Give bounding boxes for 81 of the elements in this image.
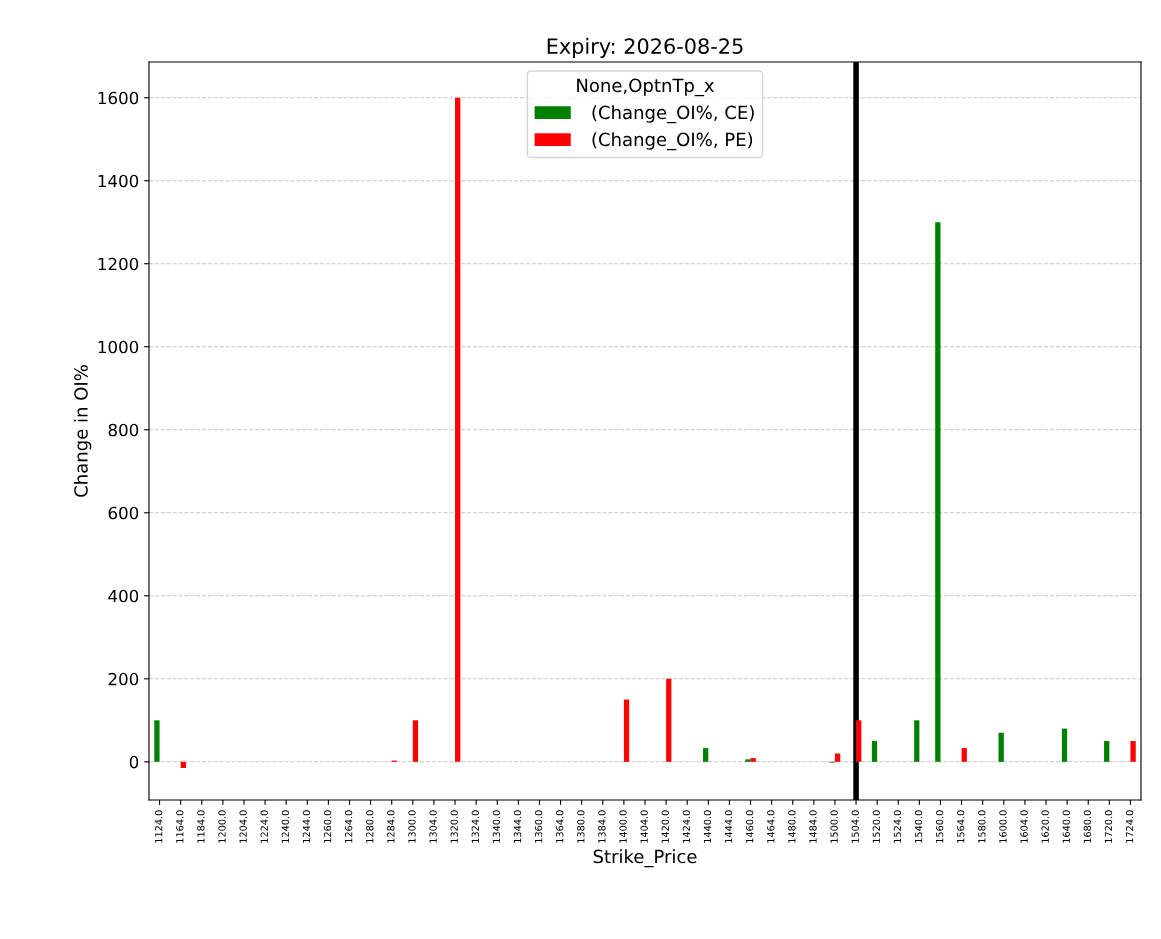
- y-tick-label: 600: [108, 506, 139, 520]
- x-tick-label: 1560.0: [935, 810, 944, 843]
- x-tick-label: 1340.0: [492, 810, 501, 843]
- x-tick-label: 1420.0: [661, 810, 669, 843]
- bar: [856, 720, 862, 762]
- y-axis-title: Change in OI%: [73, 365, 92, 497]
- x-tick-label: 1604.0: [1020, 810, 1028, 843]
- x-tick-label: 1380.0: [577, 810, 585, 843]
- x-tick-label: 1304.0: [429, 810, 437, 843]
- x-tick-label: 1264.0: [344, 810, 353, 843]
- x-tick-label: 1244.0: [302, 810, 311, 843]
- bar: [834, 753, 841, 762]
- bar: [666, 678, 672, 762]
- x-axis-title: Strike_Price: [593, 849, 697, 868]
- x-tick-label: 1504.0: [851, 810, 859, 843]
- bar: [154, 720, 160, 762]
- x-tick-label: 1240.0: [281, 810, 290, 843]
- x-tick-label: 1364.0: [556, 810, 564, 843]
- x-tick-label: 1500.0: [830, 810, 838, 843]
- x-tick-label: 1524.0: [893, 810, 902, 843]
- bar: [412, 720, 419, 762]
- bar: [750, 758, 756, 762]
- bar: [871, 741, 878, 762]
- bar: [935, 222, 941, 762]
- x-tick-label: 1260.0: [323, 810, 332, 843]
- y-tick-label: 1200: [98, 257, 139, 271]
- x-tick-label: 1720.0: [1104, 810, 1113, 843]
- x-tick-label: 1580.0: [978, 810, 986, 843]
- x-tick-label: 1480.0: [788, 810, 796, 843]
- x-tick-label: 1280.0: [366, 810, 374, 843]
- bar: [1061, 728, 1068, 762]
- legend-label: (Change_OI%, PE): [592, 132, 753, 151]
- x-tick-label: 1360.0: [534, 810, 543, 843]
- bar: [455, 97, 461, 762]
- bar: [623, 699, 630, 762]
- x-tick-label: 1320.0: [450, 810, 458, 843]
- x-tick-label: 1424.0: [682, 810, 691, 843]
- x-tick-label: 1200.0: [218, 810, 226, 843]
- x-tick-label: 1640.0: [1062, 810, 1070, 843]
- y-tick-label: 1600: [98, 91, 139, 105]
- legend-label: (Change_OI%, CE): [592, 105, 754, 124]
- x-tick-label: 1384.0: [598, 810, 606, 843]
- y-tick-label: 1000: [98, 340, 139, 354]
- x-tick-label: 1620.0: [1041, 810, 1049, 843]
- x-tick-label: 1124.0: [155, 810, 163, 843]
- y-tick-label: 0: [129, 755, 139, 769]
- x-tick-label: 1520.0: [872, 810, 880, 843]
- x-tick-label: 1404.0: [640, 810, 648, 843]
- x-tick-label: 1344.0: [513, 810, 522, 843]
- y-tick-label: 800: [108, 423, 139, 437]
- y-tick-label: 1400: [98, 174, 139, 188]
- bar: [703, 748, 709, 762]
- x-tick-label: 1444.0: [724, 810, 733, 843]
- x-tick-label: 1564.0: [957, 810, 965, 843]
- x-tick-label: 1284.0: [387, 810, 395, 843]
- bar: [914, 720, 920, 762]
- bar: [745, 759, 751, 762]
- chart-title: Expiry: 2026-08-25: [547, 37, 743, 58]
- x-tick-label: 1460.0: [746, 810, 754, 843]
- bar: [180, 761, 186, 769]
- x-tick-label: 1224.0: [260, 810, 268, 843]
- x-tick-label: 1204.0: [239, 810, 247, 843]
- legend-title: None,OptnTp_x: [577, 78, 715, 97]
- bar: [1130, 741, 1136, 762]
- y-tick-label: 200: [108, 672, 139, 686]
- bar: [998, 732, 1004, 762]
- x-tick-label: 1680.0: [1083, 810, 1092, 843]
- x-tick-label: 1600.0: [999, 810, 1007, 843]
- x-tick-label: 1724.0: [1125, 810, 1134, 843]
- x-tick-label: 1300.0: [408, 810, 416, 843]
- x-tick-label: 1400.0: [619, 810, 627, 843]
- x-tick-label: 1540.0: [914, 810, 923, 843]
- x-tick-label: 1440.0: [703, 810, 712, 843]
- x-tick-label: 1324.0: [471, 810, 479, 843]
- bar: [961, 748, 967, 762]
- x-tick-label: 1484.0: [809, 810, 817, 843]
- x-tick-label: 1184.0: [197, 810, 205, 843]
- y-tick-label: 400: [108, 589, 139, 603]
- x-tick-label: 1164.0: [176, 810, 184, 843]
- x-tick-label: 1464.0: [767, 810, 775, 843]
- bar: [1104, 741, 1110, 762]
